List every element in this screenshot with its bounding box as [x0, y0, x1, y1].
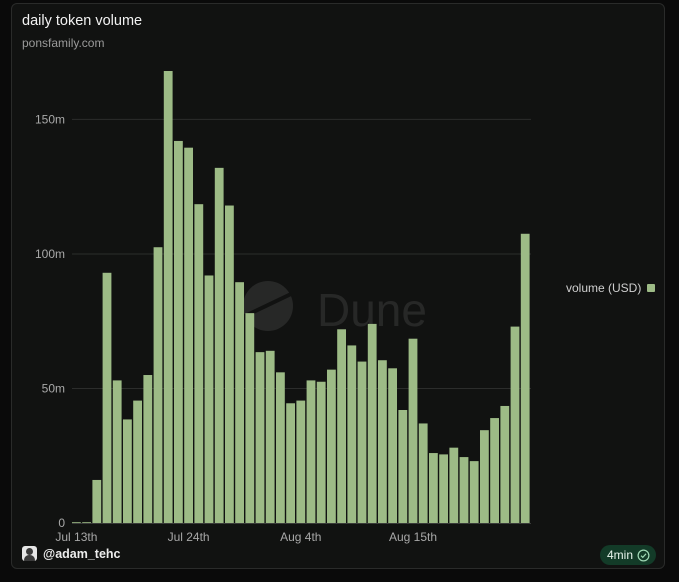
bar[interactable] — [225, 205, 234, 523]
bar[interactable] — [174, 140, 183, 523]
bar[interactable] — [316, 381, 326, 523]
avatar-icon — [22, 546, 37, 561]
bar[interactable] — [490, 418, 499, 523]
dune-watermark: Dune — [243, 281, 427, 336]
bar[interactable] — [480, 430, 489, 523]
bar[interactable] — [398, 410, 408, 523]
author-handle: @adam_tehc — [43, 546, 121, 561]
freshness-badge[interactable]: 4min — [600, 545, 657, 565]
legend-swatch — [647, 284, 656, 292]
bar[interactable] — [296, 400, 306, 523]
y-tick-label: 100m — [35, 247, 65, 261]
bar[interactable] — [469, 461, 479, 523]
bar-chart: Dune 0 50m 100m 150m Jul 13th Jul 24th Aug 4t… — [35, 71, 531, 544]
x-tick-label: Jul 24th — [168, 530, 210, 544]
bar[interactable] — [327, 369, 336, 523]
bar[interactable] — [214, 167, 224, 524]
bar[interactable] — [133, 400, 142, 523]
bar[interactable] — [439, 454, 448, 523]
legend-label: volume (USD) — [566, 281, 642, 295]
x-tick-label: Aug 15th — [389, 530, 437, 544]
bar[interactable] — [388, 368, 397, 523]
dune-logo-icon — [243, 281, 293, 331]
bar[interactable] — [112, 380, 122, 523]
bar[interactable] — [418, 423, 428, 523]
chart-card: daily token volume ponsfamily.com Dune 0… — [11, 3, 665, 569]
bar[interactable] — [306, 380, 316, 523]
bar[interactable] — [184, 147, 193, 523]
bar[interactable] — [92, 479, 102, 523]
x-tick-label: Jul 13th — [55, 530, 97, 544]
bar[interactable] — [367, 323, 377, 523]
bar[interactable] — [123, 419, 132, 523]
bar[interactable] — [347, 345, 357, 523]
bar[interactable] — [510, 326, 520, 523]
bar[interactable] — [235, 282, 244, 523]
bar[interactable] — [520, 233, 530, 523]
y-tick-label: 50m — [42, 381, 65, 395]
bar[interactable] — [449, 447, 459, 523]
bar[interactable] — [204, 275, 214, 523]
x-tick-label: Aug 4th — [280, 530, 321, 544]
bar[interactable] — [82, 522, 91, 523]
chart-subtitle: ponsfamily.com — [22, 36, 105, 50]
bar[interactable] — [286, 403, 295, 523]
y-tick-label: 150m — [35, 112, 65, 126]
bar[interactable] — [72, 522, 81, 523]
freshness-label: 4min — [607, 548, 634, 562]
bar[interactable] — [265, 350, 275, 523]
bar[interactable] — [276, 372, 285, 523]
author[interactable]: @adam_tehc — [22, 546, 121, 561]
bar[interactable] — [245, 313, 255, 523]
bar[interactable] — [408, 338, 418, 523]
check-circle-icon — [637, 549, 650, 561]
bar[interactable] — [255, 352, 265, 523]
bar[interactable] — [153, 247, 163, 524]
bar[interactable] — [143, 375, 153, 523]
chart-title: daily token volume — [22, 13, 143, 29]
chart-legend[interactable]: volume (USD) — [566, 281, 656, 295]
bar[interactable] — [500, 405, 510, 523]
bar[interactable] — [357, 361, 367, 523]
bar[interactable] — [163, 71, 173, 523]
bar[interactable] — [378, 360, 387, 523]
bar[interactable] — [459, 457, 469, 523]
bar[interactable] — [194, 204, 204, 523]
y-tick-label: 0 — [58, 516, 65, 530]
bar[interactable] — [102, 272, 112, 523]
bar[interactable] — [337, 329, 346, 523]
bar[interactable] — [429, 453, 438, 523]
